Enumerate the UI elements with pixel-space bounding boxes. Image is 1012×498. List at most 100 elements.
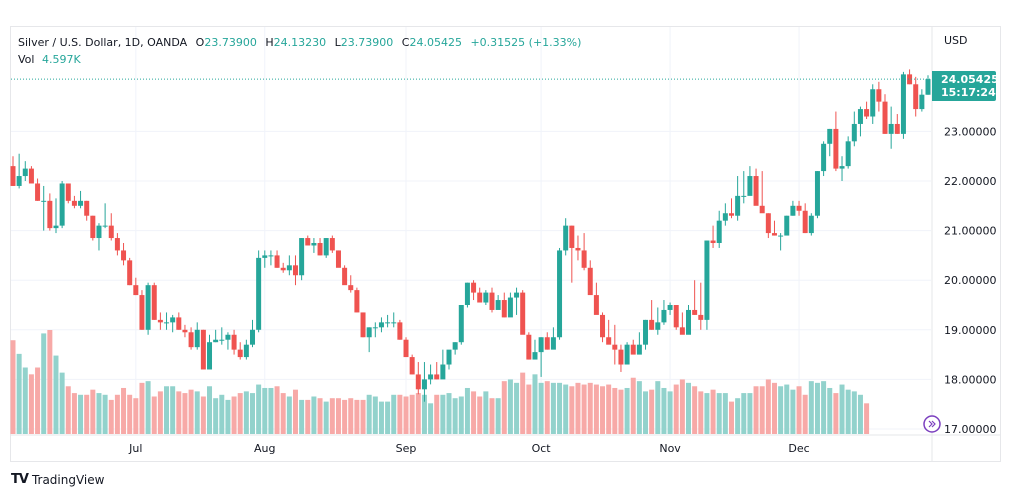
candle-body: [857, 109, 863, 124]
volume-bar: [851, 391, 857, 434]
volume-bar: [102, 394, 108, 434]
candle-body: [538, 337, 544, 353]
candle: [194, 322, 200, 350]
candle-body: [907, 74, 913, 85]
candle: [600, 312, 606, 343]
candle: [446, 349, 452, 370]
candle-body: [771, 233, 777, 236]
time-tick-label: Nov: [659, 442, 681, 455]
volume-bar: [698, 391, 704, 434]
candle: [378, 317, 384, 333]
candle: [458, 305, 464, 345]
candle: [102, 203, 108, 229]
volume-bar: [557, 382, 563, 434]
symbol-title[interactable]: Silver / U.S. Dollar, 1D, OANDA: [18, 36, 188, 49]
price-tick-label: 22.00000: [944, 175, 997, 188]
candle-body: [894, 123, 900, 134]
candle: [802, 203, 808, 234]
volume-bar: [65, 386, 71, 434]
volume-row: Vol 4.597K: [18, 51, 581, 68]
volume-bar: [643, 391, 649, 434]
candle: [784, 215, 790, 236]
volume-bar: [784, 384, 790, 434]
change-value: +0.31525 (+1.33%): [470, 36, 582, 49]
candle-body: [587, 267, 593, 296]
candle: [225, 332, 231, 350]
candle: [170, 314, 176, 333]
time-tick-label: Oct: [532, 442, 552, 455]
time-tick-label: Dec: [788, 442, 809, 455]
candle-body: [182, 329, 188, 333]
candle-body: [108, 225, 114, 239]
volume-bar: [759, 386, 765, 434]
volume-bar: [501, 381, 507, 434]
volume-bar: [428, 403, 434, 434]
candle-body: [329, 238, 335, 251]
candle: [526, 332, 532, 360]
volume-bar: [575, 382, 581, 434]
candle: [292, 255, 298, 286]
candle: [200, 329, 206, 370]
candle-body: [784, 215, 790, 236]
candle-body: [821, 143, 827, 172]
candle: [507, 292, 513, 318]
candle-body: [489, 292, 495, 310]
candle-body: [409, 357, 415, 375]
volume-bar: [802, 394, 808, 434]
candle: [71, 195, 77, 209]
candle-body: [722, 213, 728, 221]
candle: [243, 339, 249, 360]
candle: [655, 307, 661, 335]
volume-label[interactable]: Vol: [18, 53, 35, 66]
volume-bar: [857, 394, 863, 434]
candle-body: [520, 292, 526, 335]
price-tick-label: 18.00000: [944, 373, 997, 386]
candle: [35, 178, 41, 201]
time-tick-label: Jul: [128, 442, 142, 455]
candle: [882, 94, 888, 134]
volume-bar: [821, 381, 827, 434]
currency-label[interactable]: USD: [944, 34, 968, 47]
candle-body: [882, 101, 888, 134]
candle: [765, 213, 771, 239]
candle-body: [458, 305, 464, 343]
volume-bar: [108, 399, 114, 434]
tradingview-brand[interactable]: TV TradingView: [11, 472, 104, 487]
price-tick-label: 21.00000: [944, 225, 997, 238]
symbol-legend: Silver / U.S. Dollar, 1D, OANDA O23.7390…: [18, 34, 581, 68]
candle-body: [833, 128, 839, 169]
candle-body: [90, 215, 96, 239]
volume-bar: [329, 398, 335, 434]
candle: [53, 198, 59, 234]
candle: [22, 161, 28, 181]
candle-body: [59, 183, 65, 226]
volume-bar: [538, 382, 544, 434]
candle-body: [53, 225, 59, 229]
volume-bar: [145, 381, 151, 434]
candles: [10, 69, 931, 402]
volume-bar: [569, 386, 575, 434]
candle-body: [900, 74, 906, 134]
candle: [501, 292, 507, 318]
volume-bar: [593, 384, 599, 434]
candle: [237, 342, 243, 360]
volume-bar: [808, 381, 814, 434]
candle: [354, 287, 360, 313]
candle: [900, 71, 906, 139]
candle: [477, 287, 483, 303]
candle: [612, 324, 618, 365]
volume-bar: [514, 382, 520, 434]
volume-bar: [47, 330, 53, 434]
candle-body: [323, 238, 329, 256]
scroll-to-realtime-icon[interactable]: [923, 415, 941, 433]
volume-bar: [563, 384, 569, 434]
candle: [397, 319, 403, 340]
volume-bar: [765, 379, 771, 434]
candle-body: [397, 322, 403, 340]
candle: [636, 332, 642, 355]
candle: [796, 200, 802, 216]
candle-body: [612, 344, 618, 350]
volume-bar: [624, 387, 630, 434]
candle-body: [96, 225, 102, 239]
